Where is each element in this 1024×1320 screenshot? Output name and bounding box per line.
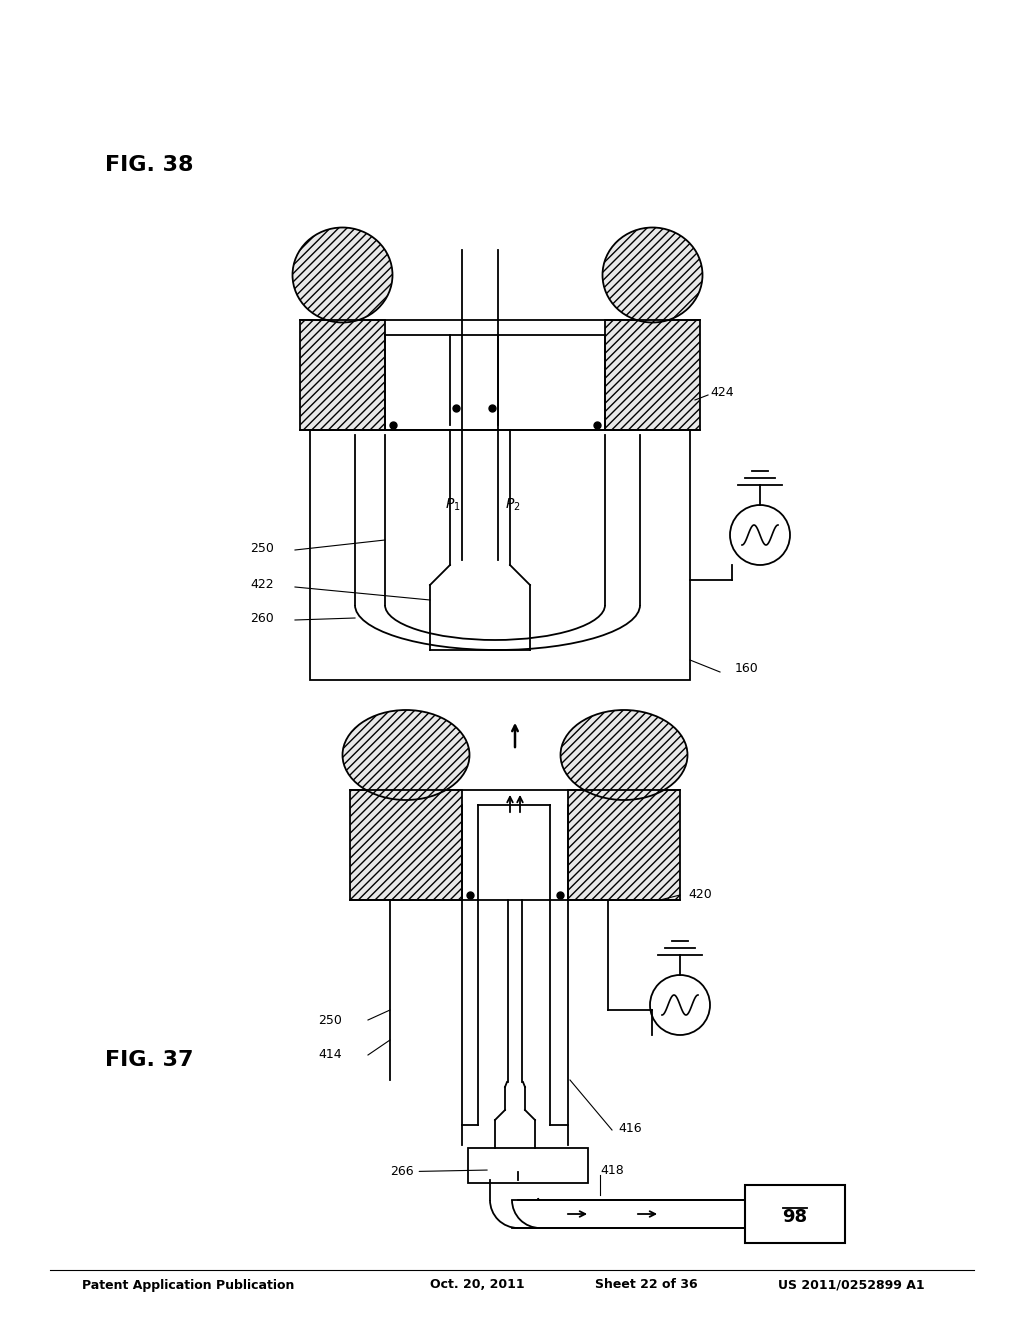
Text: 98: 98 — [782, 1208, 808, 1226]
Text: 414: 414 — [318, 1048, 342, 1061]
Text: 250: 250 — [318, 1014, 342, 1027]
Text: Patent Application Publication: Patent Application Publication — [82, 1279, 294, 1291]
Text: Sheet 22 of 36: Sheet 22 of 36 — [595, 1279, 697, 1291]
Bar — [745, 1185, 845, 1243]
Ellipse shape — [293, 227, 392, 322]
Bar — [605, 319, 700, 430]
Bar — [300, 319, 385, 430]
Text: Oct. 20, 2011: Oct. 20, 2011 — [430, 1279, 524, 1291]
Ellipse shape — [342, 710, 469, 800]
Text: 266: 266 — [390, 1166, 487, 1177]
Ellipse shape — [560, 710, 687, 800]
Text: 250: 250 — [250, 541, 273, 554]
Text: 416: 416 — [618, 1122, 642, 1134]
Text: 422: 422 — [250, 578, 273, 591]
Text: $P_2$: $P_2$ — [505, 496, 521, 513]
Text: 260: 260 — [250, 611, 273, 624]
Text: FIG. 38: FIG. 38 — [105, 154, 194, 176]
Text: FIG. 37: FIG. 37 — [105, 1049, 194, 1071]
Bar — [350, 789, 462, 900]
Bar — [568, 789, 680, 900]
Bar — [468, 1148, 588, 1183]
Text: US 2011/0252899 A1: US 2011/0252899 A1 — [778, 1279, 925, 1291]
Ellipse shape — [602, 227, 702, 322]
Bar — [310, 430, 690, 680]
Text: 160: 160 — [735, 661, 759, 675]
Text: 418: 418 — [600, 1163, 624, 1176]
Text: 420: 420 — [688, 888, 712, 902]
Text: $P_1$: $P_1$ — [445, 496, 461, 513]
Text: 424: 424 — [710, 385, 733, 399]
